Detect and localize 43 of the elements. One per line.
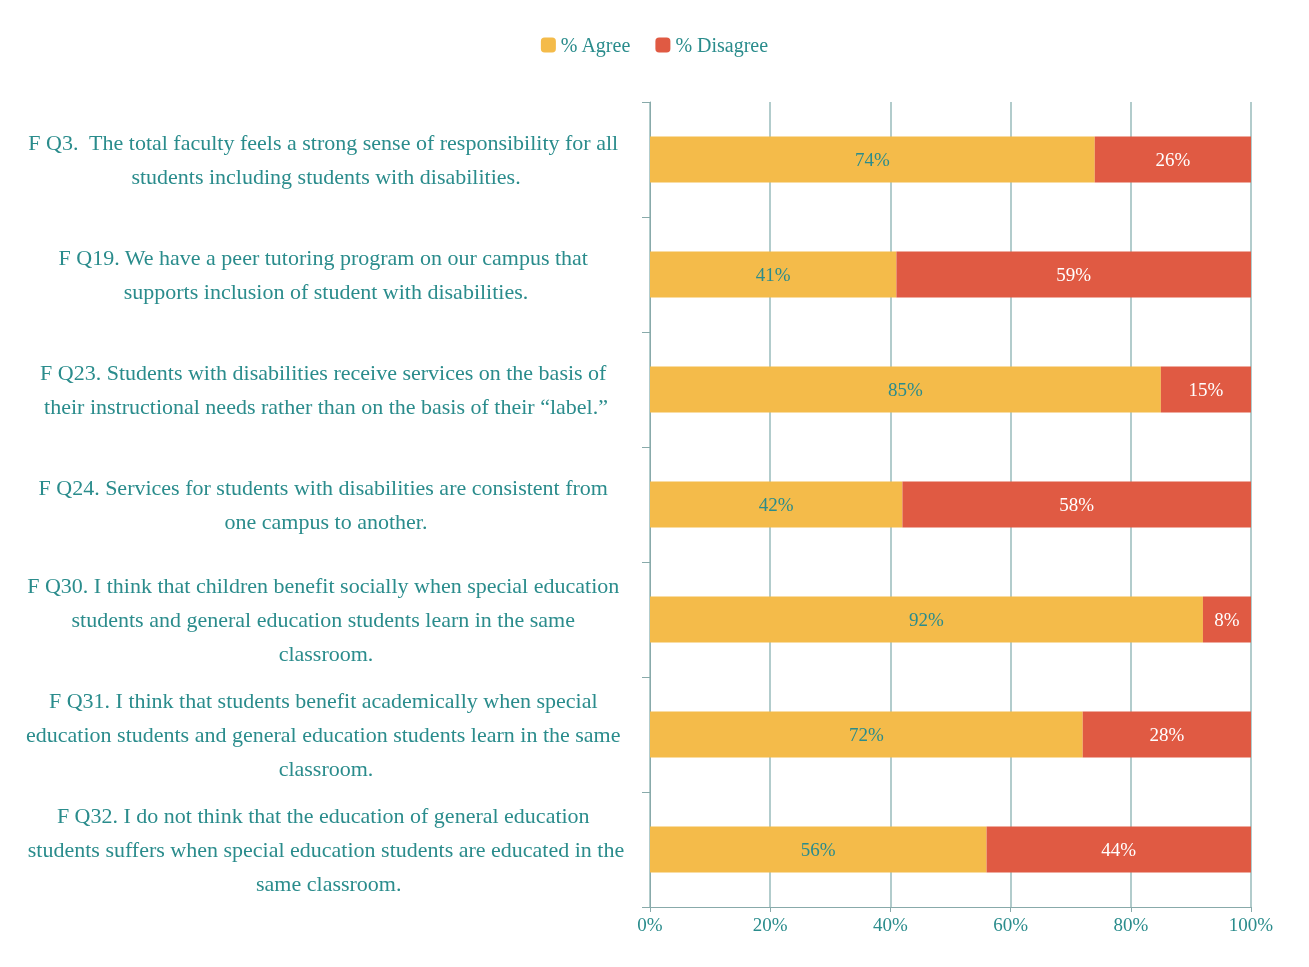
bar	[1202, 596, 1251, 643]
data-label: 58%	[1059, 494, 1095, 515]
bar	[1094, 136, 1251, 183]
x-tick-label: 80%	[1113, 914, 1149, 935]
data-label: 44%	[1101, 839, 1137, 860]
bar	[650, 596, 1203, 643]
x-tick-label: 40%	[872, 914, 908, 935]
data-label: 28%	[1149, 724, 1185, 745]
y-tick-label: F Q19. We have a peer tutoring program on our campus that supports inclusion of student with disabilities.	[58, 245, 594, 304]
y-tick-label: F Q3. The total faculty feels a strong sense of responsibility for all students including students with disabilities.	[28, 130, 624, 189]
bar	[902, 481, 1251, 528]
data-label: 8%	[1214, 609, 1240, 630]
x-tick-label: 60%	[993, 914, 1029, 935]
data-label: 41%	[755, 264, 791, 285]
bar	[1160, 366, 1251, 413]
y-tick-label: F Q24. Services for students with disabilities are consistent from one campus to another.	[38, 475, 614, 534]
bar	[650, 826, 987, 873]
x-tick-label: 0%	[637, 914, 663, 935]
bar	[1082, 711, 1251, 758]
data-label: 85%	[888, 379, 924, 400]
data-label: 74%	[854, 149, 890, 170]
data-label: 72%	[848, 724, 884, 745]
y-tick-label: F Q31. I think that students benefit academically when special education students and general education students learn in the same classroom.	[26, 688, 626, 781]
bar	[650, 481, 903, 528]
bar	[650, 366, 1161, 413]
bar	[650, 711, 1083, 758]
data-label: 59%	[1056, 264, 1092, 285]
bar	[650, 251, 897, 298]
data-label: 56%	[800, 839, 836, 860]
x-tick-label: 100%	[1228, 914, 1274, 935]
bar	[986, 826, 1251, 873]
legend-label: % Disagree	[675, 34, 769, 57]
data-label: 92%	[909, 609, 945, 630]
y-tick-label: F Q23. Students with disabilities receive services on the basis of their instructional needs rather than on the basis of their “label.”	[40, 360, 612, 419]
bar	[650, 136, 1095, 183]
data-label: 42%	[758, 494, 794, 515]
data-label: 26%	[1155, 149, 1191, 170]
y-tick-label: F Q32. I do not think that the education of general education students suffers when special education students are educated in the same classroom.	[27, 803, 625, 896]
bar	[896, 251, 1251, 298]
data-label: 15%	[1188, 379, 1224, 400]
y-tick-label: F Q30. I think that children benefit socially when special education students and general education students learn in the same classroom.	[27, 573, 625, 666]
x-tick-label: 20%	[752, 914, 788, 935]
legend-label: % Agree	[560, 34, 631, 57]
